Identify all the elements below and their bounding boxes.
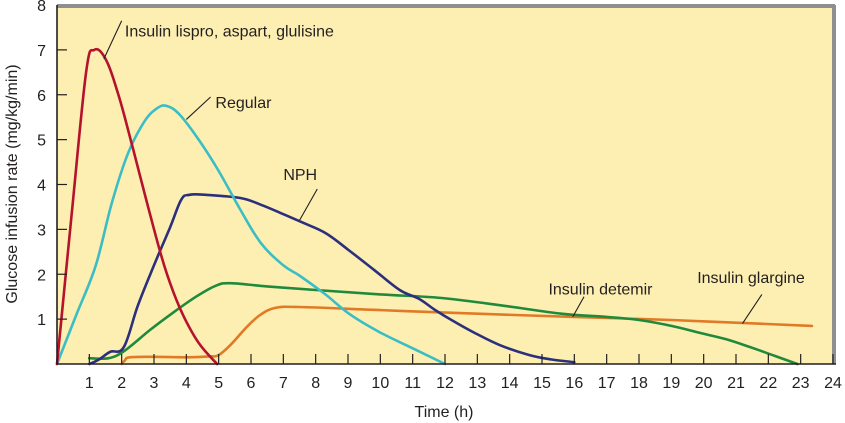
x-tick-label: 8 — [311, 375, 320, 392]
x-tick-label: 12 — [436, 375, 454, 392]
y-tick-label: 2 — [37, 267, 46, 284]
x-tick-label: 4 — [182, 375, 191, 392]
x-tick-label: 6 — [247, 375, 256, 392]
x-tick-label: 24 — [824, 375, 842, 392]
x-tick-label: 11 — [404, 375, 421, 392]
y-tick-label: 6 — [37, 88, 46, 105]
x-tick-label: 9 — [344, 375, 353, 392]
x-tick-label: 10 — [371, 375, 389, 392]
y-axis-ticks: 1 2 3 4 5 6 7 8 — [37, 0, 67, 329]
leader-line-regular — [185, 96, 211, 120]
series-label-insulin-detemir: Insulin detemir — [548, 281, 653, 298]
plot-frame — [57, 4, 836, 364]
y-tick-label: 3 — [37, 222, 46, 239]
series-line-nph — [88, 192, 576, 366]
leader-line-insulin-detemir — [572, 296, 585, 318]
x-tick-label: 18 — [630, 375, 648, 392]
x-tick-label: 22 — [759, 375, 777, 392]
series-label-regular: Regular — [215, 95, 272, 112]
x-tick-label: 7 — [279, 375, 288, 392]
plot-background — [57, 5, 833, 364]
series-line-insulin-detemir — [88, 281, 799, 366]
x-tick-label: 16 — [565, 375, 583, 392]
x-tick-label: 5 — [214, 375, 223, 392]
x-axis-ticks: 1 2 3 4 5 6 7 8 9 10 11 12 13 14 15 16 17 18 19 20 21 22 23 24 — [85, 354, 842, 392]
series-line-insulin-lispro-aspart-glulisine — [55, 47, 219, 366]
series-line-regular — [55, 104, 447, 366]
y-tick-label: 7 — [37, 43, 46, 60]
x-tick-label: 1 — [85, 375, 94, 392]
y-tick-label: 1 — [37, 312, 46, 329]
y-tick-label: 5 — [37, 133, 46, 150]
y-tick-label: 4 — [37, 178, 46, 195]
y-tick-label: 8 — [37, 0, 46, 15]
annotation-layer: Insulin lispro, aspart, glulisine Regular… — [103, 20, 805, 324]
x-tick-label: 13 — [468, 375, 486, 392]
leader-line-nph — [299, 188, 318, 221]
series-label-nph: NPH — [283, 167, 317, 184]
series-label-insulin-lispro-aspart-glulisine: Insulin lispro, aspart, glulisine — [125, 23, 334, 40]
x-tick-label: 3 — [150, 375, 159, 392]
x-tick-label: 17 — [598, 375, 616, 392]
leader-line-insulin-glargine — [742, 294, 763, 324]
x-tick-label: 20 — [695, 375, 713, 392]
x-tick-label: 21 — [727, 375, 745, 392]
x-tick-label: 2 — [117, 375, 126, 392]
x-tick-label: 15 — [533, 375, 551, 392]
x-tick-label: 19 — [662, 375, 680, 392]
x-tick-label: 14 — [501, 375, 519, 392]
series-label-insulin-glargine: Insulin glargine — [697, 270, 805, 287]
leader-line-insulin-lispro-aspart-glulisine — [103, 20, 123, 60]
x-tick-label: 23 — [792, 375, 810, 392]
y-axis-label: Glucose infusion rate (mg/kg/min) — [4, 64, 21, 303]
x-axis-label: Time (h) — [415, 404, 474, 421]
